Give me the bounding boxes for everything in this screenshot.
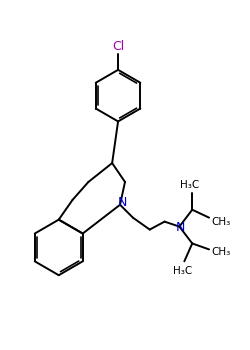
Text: Cl: Cl bbox=[112, 40, 124, 52]
Text: CH₃: CH₃ bbox=[211, 247, 231, 257]
Text: CH₃: CH₃ bbox=[211, 217, 231, 227]
Text: N: N bbox=[176, 221, 185, 234]
Text: H₃C: H₃C bbox=[180, 180, 199, 190]
Text: N: N bbox=[117, 196, 127, 209]
Text: H₃C: H₃C bbox=[173, 266, 192, 276]
